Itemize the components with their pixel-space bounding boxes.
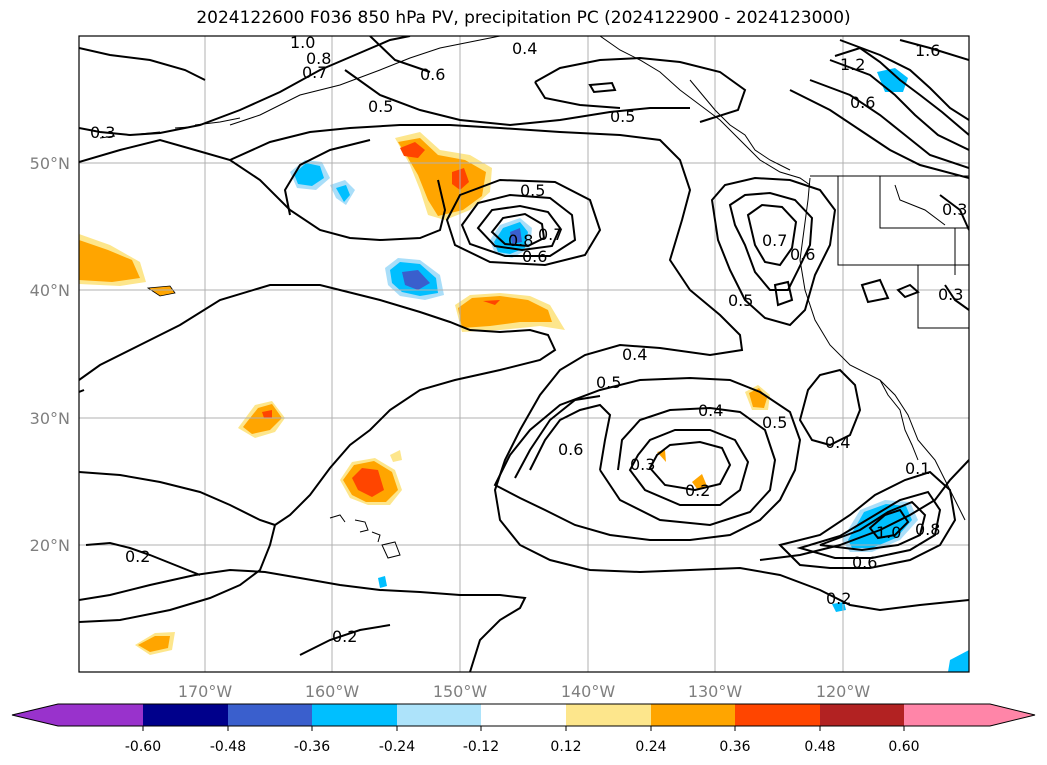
precip-positive-area bbox=[398, 138, 486, 216]
contour-label: 0.5 bbox=[596, 373, 621, 392]
colorbar-tick-label: -0.48 bbox=[210, 739, 246, 755]
contour-label: 0.6 bbox=[558, 440, 583, 459]
contour-label: 0.3 bbox=[942, 200, 967, 219]
precip-positive-area bbox=[458, 296, 552, 328]
colorbar-segment bbox=[143, 704, 228, 726]
chart-title: 2024122600 F036 850 hPa PV, precipitatio… bbox=[196, 8, 851, 28]
lat-label-40n: 40°N bbox=[30, 281, 70, 300]
map-area: 1.0 0.8 0.7 0.6 0.4 0.5 0.5 1.2 1.6 0.3 … bbox=[79, 33, 969, 672]
colorbar-tick-label: 0.60 bbox=[888, 739, 919, 755]
colorbar-segment bbox=[228, 704, 312, 726]
precip-negative-area bbox=[402, 270, 430, 290]
precip-positive-area bbox=[483, 300, 500, 305]
longitude-labels: 170°W 160°W 150°W 140°W 130°W 120°W bbox=[178, 682, 871, 701]
colorbar-segment bbox=[904, 704, 1035, 726]
colorbar-segment bbox=[12, 704, 143, 726]
contour-label: 0.5 bbox=[610, 107, 635, 126]
contour-label: 0.5 bbox=[520, 181, 545, 200]
colorbar-tick-label: -0.36 bbox=[294, 739, 330, 755]
colorbar-tick-label: 0.48 bbox=[804, 739, 835, 755]
contour-label: 0.7 bbox=[538, 225, 563, 244]
lon-label-120w: 120°W bbox=[816, 682, 871, 701]
lon-label-130w: 130°W bbox=[688, 682, 743, 701]
contour-label: 0.4 bbox=[622, 345, 647, 364]
contour-label: 0.5 bbox=[762, 413, 787, 432]
precip-positive-area bbox=[262, 410, 272, 418]
precip-positive-area bbox=[692, 474, 707, 490]
contour-label: 0.4 bbox=[512, 39, 537, 58]
colorbar: -0.60 -0.48 -0.36 -0.24 -0.12 0.12 0.24 … bbox=[11, 703, 1036, 755]
precip-positive-area bbox=[400, 142, 425, 158]
contour-label: 0.2 bbox=[826, 589, 851, 608]
colorbar-tick-label: 0.36 bbox=[719, 739, 750, 755]
contour-label: 0.3 bbox=[90, 123, 115, 142]
colorbar-segment bbox=[397, 704, 481, 726]
precip-negative-area bbox=[948, 650, 969, 672]
lon-label-150w: 150°W bbox=[433, 682, 488, 701]
contour-label: 0.6 bbox=[852, 553, 877, 572]
contour-label: 0.5 bbox=[728, 291, 753, 310]
contour-label: 0.7 bbox=[762, 231, 787, 250]
contour-label: 0.2 bbox=[125, 547, 150, 566]
colorbar-tick-label: -0.24 bbox=[379, 739, 415, 755]
precip-negative-area bbox=[336, 185, 350, 202]
lat-label-50n: 50°N bbox=[30, 154, 70, 173]
latitude-labels: 50°N 40°N 30°N 20°N bbox=[30, 154, 70, 555]
contour-label: 0.8 bbox=[915, 520, 940, 539]
contour-label: 0.6 bbox=[522, 247, 547, 266]
contour-label: 0.6 bbox=[420, 65, 445, 84]
contour-label: 0.4 bbox=[825, 433, 850, 452]
contour-label: 0.2 bbox=[685, 481, 710, 500]
precip-positive-area bbox=[243, 404, 282, 434]
contour-label: 0.2 bbox=[332, 627, 357, 646]
precip-negative-area bbox=[294, 163, 324, 186]
precip-positive-area bbox=[79, 240, 140, 282]
precip-positive-area bbox=[146, 285, 176, 297]
lon-label-160w: 160°W bbox=[305, 682, 360, 701]
colorbar-segment bbox=[312, 704, 397, 726]
lon-label-170w: 170°W bbox=[178, 682, 233, 701]
precip-negative-area bbox=[510, 228, 522, 244]
lon-label-140w: 140°W bbox=[561, 682, 616, 701]
colorbar-tick-label: -0.12 bbox=[463, 739, 499, 755]
contour-label: 1.0 bbox=[290, 33, 315, 52]
colorbar-tick-label: -0.60 bbox=[125, 739, 161, 755]
contour-label: 0.7 bbox=[302, 63, 327, 82]
contour-label: 0.6 bbox=[850, 93, 875, 112]
precip-positive-area bbox=[138, 636, 170, 652]
contour-label: 0.3 bbox=[630, 455, 655, 474]
colorbar-segment bbox=[566, 704, 651, 726]
contour-label: 0.5 bbox=[368, 97, 393, 116]
contour-label: 0.4 bbox=[698, 401, 723, 420]
colorbar-tick-label: 0.24 bbox=[635, 739, 666, 755]
colorbar-segment bbox=[651, 704, 735, 726]
colorbar-tick-label: 0.12 bbox=[550, 739, 581, 755]
colorbar-segment bbox=[735, 704, 820, 726]
precip-shading bbox=[79, 68, 969, 672]
colorbar-ticks bbox=[142, 726, 905, 731]
lat-label-20n: 20°N bbox=[30, 536, 70, 555]
contour-labels: 1.0 0.8 0.7 0.6 0.4 0.5 0.5 1.2 1.6 0.3 … bbox=[90, 33, 967, 646]
colorbar-outline bbox=[11, 703, 1036, 727]
contour-label: 1.0 bbox=[876, 523, 901, 542]
precip-positive-area bbox=[352, 468, 384, 497]
map-background bbox=[79, 36, 969, 672]
contour-label: 1.6 bbox=[915, 41, 940, 60]
precip-positive-area bbox=[390, 450, 402, 462]
contour-label: 0.1 bbox=[905, 459, 930, 478]
contour-label: 0.8 bbox=[306, 49, 331, 68]
colorbar-segment bbox=[820, 704, 904, 726]
contour-label: 0.3 bbox=[938, 285, 963, 304]
lat-label-30n: 30°N bbox=[30, 409, 70, 428]
map-frame bbox=[78, 35, 970, 673]
coastlines bbox=[99, 36, 969, 559]
pv-contours bbox=[79, 36, 969, 672]
precip-negative-area bbox=[378, 576, 387, 588]
contour-label: 0.8 bbox=[508, 231, 533, 250]
contour-label: 0.6 bbox=[790, 245, 815, 264]
contour-label: 1.2 bbox=[840, 55, 865, 74]
colorbar-segment bbox=[481, 704, 566, 726]
